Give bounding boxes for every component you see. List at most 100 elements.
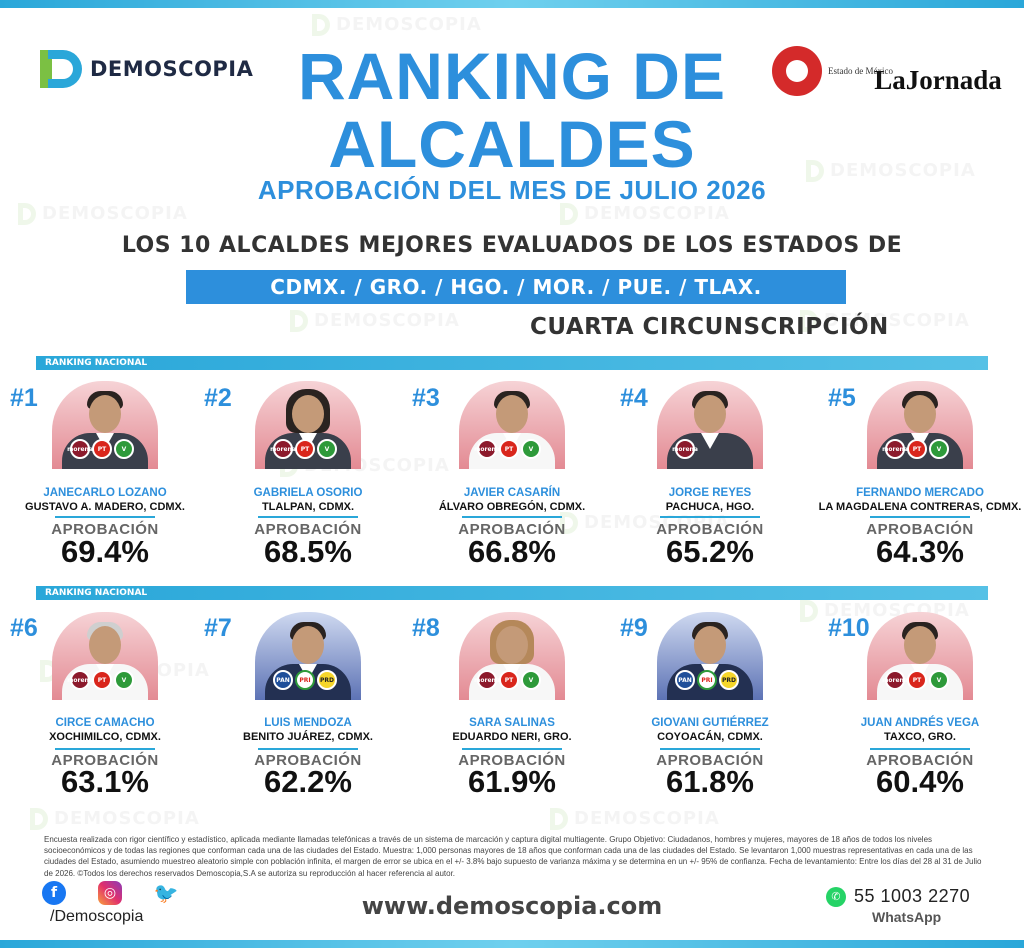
mayor-head <box>292 626 324 664</box>
mayor-photo: morena <box>657 381 763 469</box>
mayor-head <box>496 395 528 433</box>
mayor-photo: morena PT V <box>52 381 158 469</box>
party-logos: PAN PRI PRD <box>273 670 337 690</box>
rank-number: #7 <box>204 614 232 642</box>
approval-label: APROBACIÓN <box>51 752 159 769</box>
watermark: DEMOSCOPIA <box>312 14 482 36</box>
mayor-photo: morena PT V <box>867 381 973 469</box>
party-morena-icon: morena <box>67 439 93 459</box>
watermark: DEMOSCOPIA <box>30 808 200 830</box>
mayor-head <box>694 395 726 433</box>
divider-line <box>55 748 155 750</box>
approval-value: 62.2% <box>264 764 352 799</box>
page-title-line2: ALCALDES <box>328 107 696 181</box>
mayor-name: GABRIELA OSORIO <box>253 487 363 499</box>
mayor-municipality: LA MAGDALENA CONTRERAS, CDMX. <box>818 501 1022 513</box>
la-jornada-logo: LaJornada Estado de México <box>772 46 1002 96</box>
website-link[interactable]: www.demoscopia.com <box>361 892 663 920</box>
mayor-head <box>496 626 528 664</box>
rank-number: #1 <box>10 384 38 412</box>
approval-label: APROBACIÓN <box>458 752 566 769</box>
mayor-municipality: XOCHIMILCO, CDMX. <box>49 731 161 743</box>
divider-line <box>462 516 562 518</box>
page-subtitle: APROBACIÓN DEL MES DE JULIO 2026 <box>257 175 767 205</box>
party-pt-icon: PT <box>295 439 315 459</box>
twitter-icon[interactable]: 🐦 <box>153 881 179 905</box>
party-morena-icon: morena <box>882 439 908 459</box>
social-handle[interactable]: /Demoscopia <box>50 908 144 925</box>
mayor-name: JANECARLO LOZANO <box>43 487 167 499</box>
mayor-photo: morena PT V <box>52 612 158 700</box>
mayor-municipality: EDUARDO NERI, GRO. <box>452 731 572 743</box>
phone-number[interactable]: 55 1003 2270 <box>854 886 971 906</box>
mayor-municipality: BENITO JUÁREZ, CDMX. <box>243 731 373 743</box>
watermark: DEMOSCOPIA <box>18 203 188 225</box>
bottom-accent-bar <box>0 940 1024 948</box>
party-pri-icon: PRI <box>697 670 717 690</box>
mayor-name: CIRCE CAMACHO <box>55 717 155 729</box>
mayor-name: JUAN ANDRÉS VEGA <box>860 717 980 729</box>
party-morena-icon: morena <box>474 439 500 459</box>
mayor-head <box>89 395 121 433</box>
party-logos: morena PT V <box>882 439 949 459</box>
sun-icon <box>772 46 822 96</box>
party-logos: morena PT V <box>882 670 949 690</box>
party-pri-icon: PRI <box>295 670 315 690</box>
party-morena-icon: morena <box>672 439 698 459</box>
mayor-head <box>904 626 936 664</box>
mayor-name: JAVIER CASARÍN <box>463 487 561 499</box>
divider-line <box>258 748 358 750</box>
facebook-icon[interactable]: f <box>42 881 66 905</box>
approval-label: APROBACIÓN <box>458 521 566 538</box>
approval-label: APROBACIÓN <box>51 521 159 538</box>
approval-value: 68.5% <box>264 534 352 569</box>
party-verde-icon: V <box>317 439 337 459</box>
mayor-name: SARA SALINAS <box>469 717 555 729</box>
page-title-line1: RANKING DE <box>297 39 726 113</box>
approval-label: APROBACIÓN <box>656 521 764 538</box>
whatsapp-icon: ✆ <box>826 886 846 907</box>
party-pt-icon: PT <box>907 670 927 690</box>
approval-value: 61.9% <box>468 764 556 799</box>
approval-value: 60.4% <box>876 764 964 799</box>
party-pt-icon: PT <box>92 439 112 459</box>
approval-label: APROBACIÓN <box>866 521 974 538</box>
mayor-head <box>904 395 936 433</box>
approval-value: 63.1% <box>61 764 149 799</box>
rank-number: #5 <box>828 384 856 412</box>
divider-line <box>462 748 562 750</box>
mayor-municipality: ÁLVARO OBREGÓN, CDMX. <box>438 501 586 513</box>
demoscopia-brand-name: DEMOSCOPIA <box>90 57 254 81</box>
divider-line <box>870 516 970 518</box>
mayor-head <box>694 626 726 664</box>
mayor-municipality: TLALPAN, CDMX. <box>261 501 355 513</box>
mayor-municipality: GUSTAVO A. MADERO, CDMX. <box>25 501 185 513</box>
party-verde-icon: V <box>114 670 134 690</box>
phone-contact[interactable]: ✆ 55 1003 2270 <box>826 886 970 907</box>
mayor-name: GIOVANI GUTIÉRREZ <box>651 717 769 729</box>
ranking-nacional-label: RANKING NACIONAL <box>45 358 148 368</box>
party-morena-icon: morena <box>270 439 296 459</box>
approval-label: APROBACIÓN <box>254 752 362 769</box>
rank-number: #8 <box>412 614 440 642</box>
divider-line <box>660 516 760 518</box>
mayor-head <box>292 395 324 433</box>
mayor-photo: morena PT V <box>255 381 361 469</box>
rank-number: #3 <box>412 384 440 412</box>
instagram-icon[interactable]: ◎ <box>98 881 122 905</box>
approval-value: 64.3% <box>876 534 964 569</box>
mayor-photo: morena PT V <box>459 381 565 469</box>
party-pt-icon: PT <box>499 439 519 459</box>
divider-line <box>870 748 970 750</box>
ranking-nacional-bar: RANKING NACIONAL <box>36 356 988 370</box>
la-jornada-name: LaJornada <box>874 65 1002 95</box>
mayor-name: JORGE REYES <box>668 487 752 499</box>
mayor-name: LUIS MENDOZA <box>264 717 352 729</box>
ranking-nacional-label: RANKING NACIONAL <box>45 588 148 598</box>
party-morena-icon: morena <box>882 670 908 690</box>
watermark: DEMOSCOPIA <box>560 203 730 225</box>
mayor-name: FERNANDO MERCADO <box>856 487 984 499</box>
party-prd-icon: PRD <box>317 670 337 690</box>
mayor-photo: morena PT V <box>867 612 973 700</box>
states-banner: CDMX. / GRO. / HGO. / MOR. / PUE. / TLAX… <box>186 270 846 304</box>
